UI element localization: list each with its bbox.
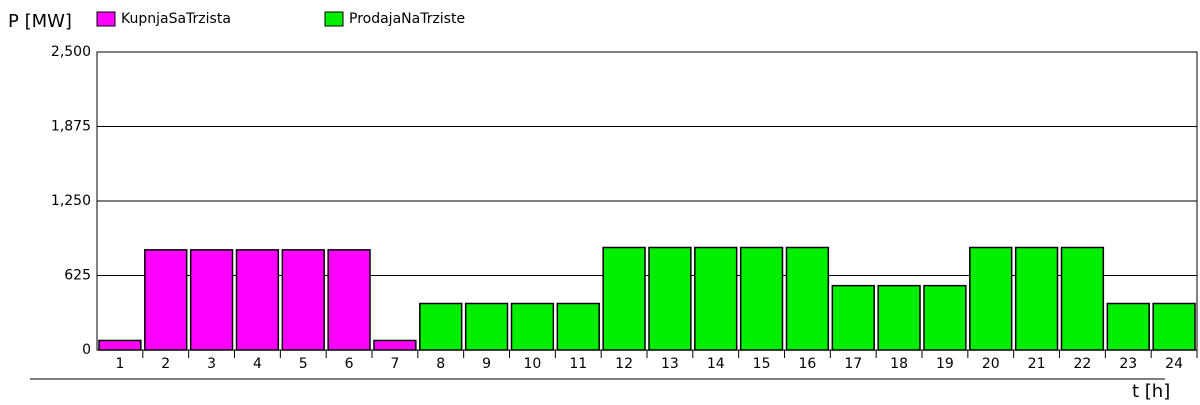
x-tick-label: 24 [1165,356,1183,372]
x-tick-label: 11 [569,356,587,372]
x-tick-label: 1 [115,356,124,372]
x-tick-label: 16 [799,356,817,372]
x-tick-label: 21 [1028,356,1046,372]
legend-label: ProdajaNaTrziste [349,11,465,27]
bar [923,284,967,351]
bar [969,246,1013,351]
x-tick-label: 10 [524,356,542,372]
bar [785,246,830,351]
x-tick-label: 18 [890,356,908,372]
x-tick-label: 19 [936,356,954,372]
bar [98,339,142,351]
bar [510,302,555,351]
x-tick-label: 5 [299,356,308,372]
bar [877,284,921,351]
bar [235,249,280,351]
bar [1106,302,1150,351]
bar [1152,302,1196,351]
x-tick-label: 23 [1119,356,1137,372]
bar [189,249,234,351]
bar [831,284,875,351]
x-tick-label: 22 [1074,356,1092,372]
y-tick-label: 625 [64,268,91,284]
bar [739,246,784,351]
y-tick-label: 0 [82,342,91,358]
y-axis-label: P [MW] [8,11,72,32]
bar [602,246,646,351]
bar [373,339,417,351]
bar [144,249,188,351]
y-tick-label: 1,250 [51,193,91,209]
legend-swatch [96,11,116,27]
x-tick-label: 12 [615,356,633,372]
legend-label: KupnjaSaTrzista [121,11,231,27]
x-tick-label: 3 [207,356,216,372]
x-tick-label: 7 [390,356,399,372]
x-tick-label: 17 [844,356,862,372]
x-tick-label: 15 [753,356,771,372]
x-tick-label: 9 [482,356,491,372]
y-tick-label: 1,875 [51,119,91,135]
bar [419,302,463,351]
x-axis-label: t [h] [1132,381,1170,402]
x-tick-label: 13 [661,356,679,372]
bar [556,302,600,351]
x-tick-label: 4 [253,356,262,372]
bar [1014,246,1059,351]
bar [1060,246,1105,351]
x-tick-label: 8 [436,356,445,372]
y-tick-label: 2,500 [51,44,91,60]
legend-swatch [324,11,344,27]
bar [281,249,325,351]
x-tick-label: 6 [345,356,354,372]
x-tick-label: 2 [161,356,170,372]
bar [648,246,692,351]
x-tick-label: 20 [982,356,1000,372]
bar [694,246,738,351]
bar [327,249,371,351]
bar [464,302,509,351]
x-tick-label: 14 [707,356,725,372]
